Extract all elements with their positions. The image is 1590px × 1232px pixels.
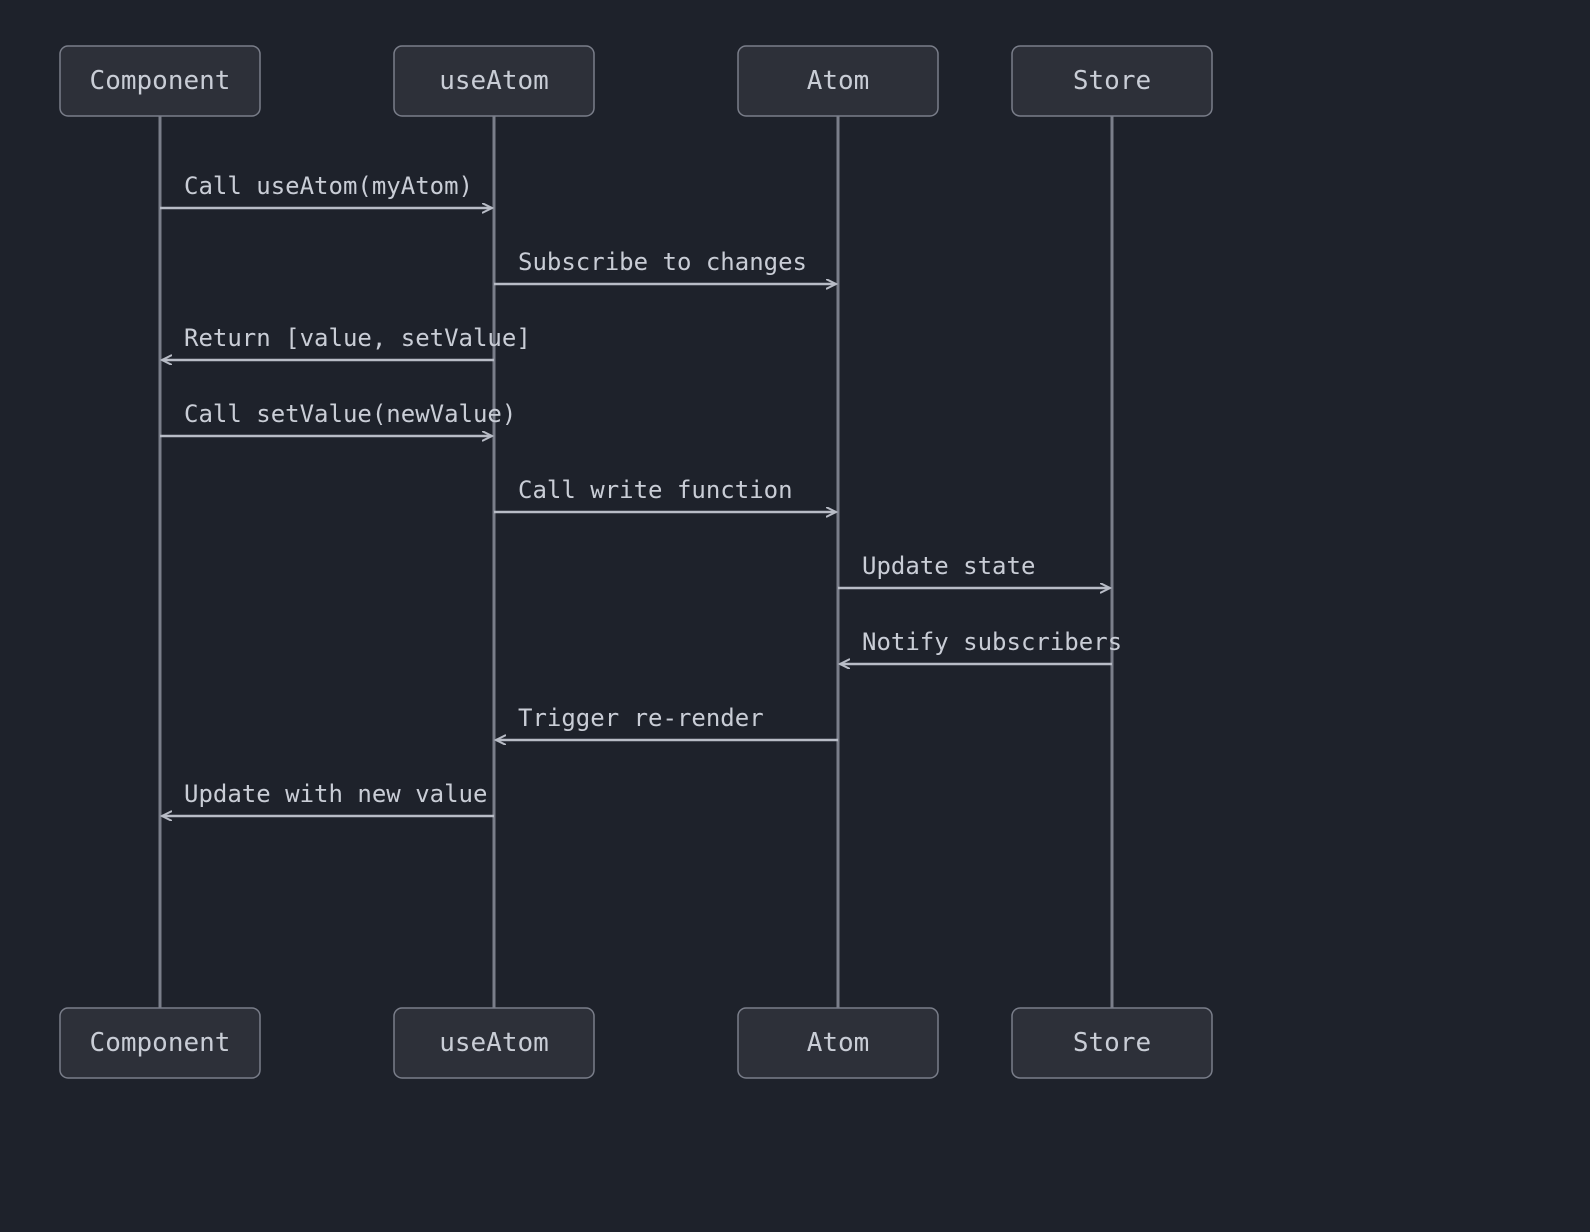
message-label-5: Update state [862,552,1035,580]
message-label-8: Update with new value [184,780,487,808]
message-label-6: Notify subscribers [862,628,1122,656]
message-label-3: Call setValue(newValue) [184,400,516,428]
message-label-7: Trigger re-render [518,704,764,732]
participant-label-store: Store [1073,1028,1151,1058]
message-label-0: Call useAtom(myAtom) [184,172,473,200]
participant-label-useatom: useAtom [439,66,549,96]
sequence-diagram: Component useAtom Atom Store Component useAto… [0,0,1590,1232]
participant-label-component: Component [90,1028,231,1058]
participant-label-store: Store [1073,66,1151,96]
participant-label-component: Component [90,66,231,96]
message-label-1: Subscribe to changes [518,248,807,276]
message-label-4: Call write function [518,476,793,504]
participant-label-useatom: useAtom [439,1028,549,1058]
message-label-2: Return [value, setValue] [184,324,531,352]
participant-label-atom: Atom [807,1028,870,1058]
participant-label-atom: Atom [807,66,870,96]
